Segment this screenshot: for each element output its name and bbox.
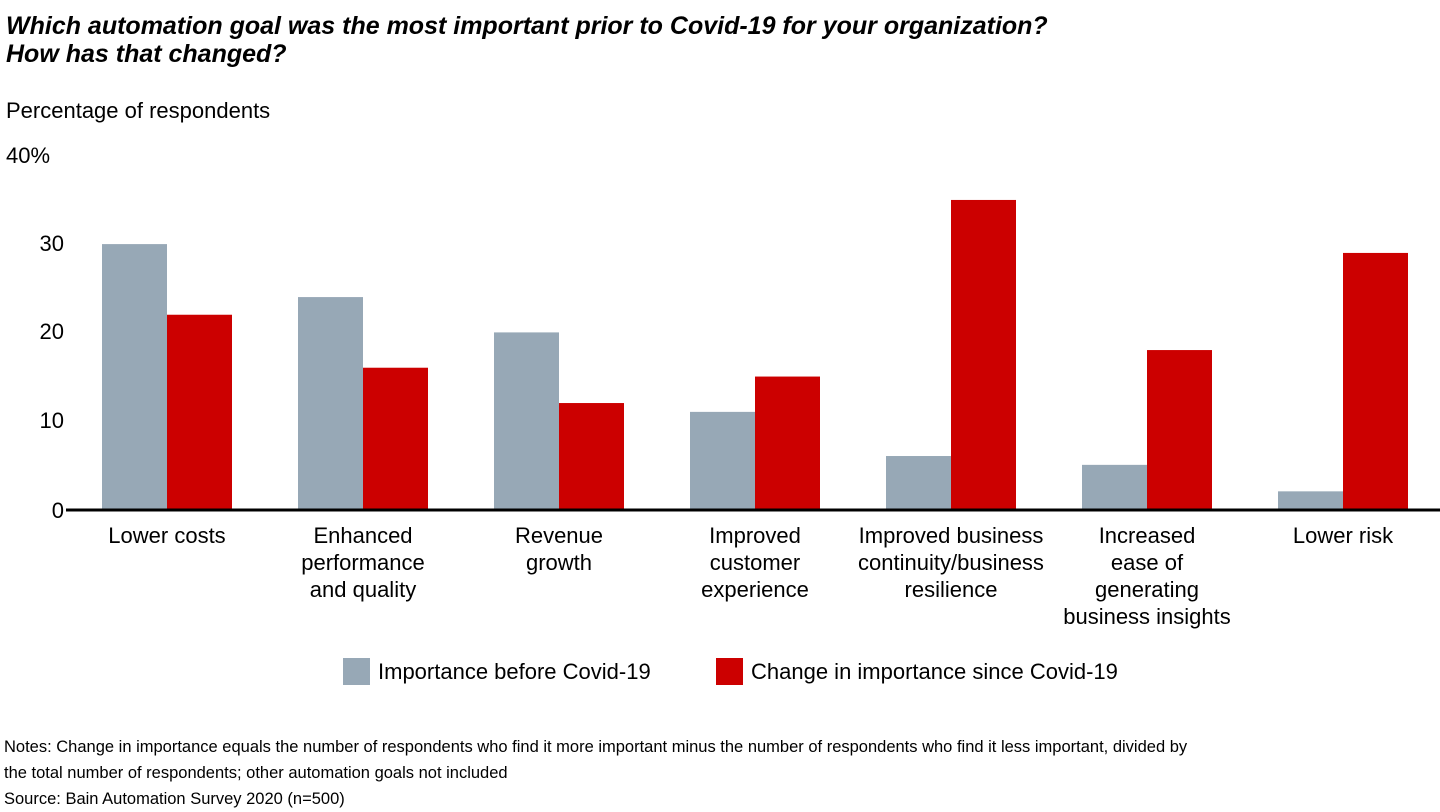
- x-category-label-line: and quality: [309, 577, 417, 602]
- legend-label-before: Importance before Covid-19: [378, 658, 651, 684]
- x-category-label-line: business insights: [1063, 604, 1231, 629]
- legend-swatch-before: [343, 658, 370, 685]
- bar-before-0: [102, 244, 167, 509]
- x-category-label-line: growth: [525, 550, 593, 575]
- x-category-label: Improved business continuity/business resi…: [853, 522, 1049, 603]
- notes-line-1: Notes: Change in importance equals the n…: [4, 738, 1188, 756]
- legend-item-change: Change in importance since Covid-19: [716, 658, 1118, 685]
- x-category-label-line: Enhanced: [313, 523, 413, 548]
- x-category-label: Lower risk: [1245, 522, 1440, 549]
- x-category-label-line: continuity/business: [858, 550, 1044, 575]
- x-category-label-line: experience: [701, 577, 809, 602]
- x-category-label: Improved customer experience: [657, 522, 853, 603]
- legend-item-before: Importance before Covid-19: [343, 658, 651, 685]
- notes-line-2: the total number of respondents; other a…: [4, 764, 508, 782]
- bar-before-1: [298, 297, 363, 509]
- legend-label-change: Change in importance since Covid-19: [751, 658, 1118, 684]
- y-tick-label: 20: [39, 319, 64, 345]
- x-category-label: Enhanced performance and quality: [265, 522, 461, 603]
- notes: Notes: Change in importance equals the n…: [4, 734, 1440, 812]
- x-category-label-line: ease of: [1110, 550, 1184, 575]
- x-category-label-line: performance: [301, 550, 425, 575]
- source-line: Source: Bain Automation Survey 2020 (n=5…: [4, 790, 345, 808]
- bar-change-0: [167, 314, 232, 509]
- bar-before-6: [1278, 491, 1343, 509]
- x-category-label-line: generating: [1095, 577, 1199, 602]
- bar-change-1: [363, 367, 428, 509]
- bar-change-3: [755, 376, 820, 509]
- y-tick-label: 0: [51, 498, 64, 523]
- bar-before-5: [1082, 464, 1147, 509]
- bar-change-6: [1343, 252, 1408, 509]
- chart-title: Which automation goal was the most impor…: [6, 12, 1048, 68]
- title-line-2: How has that changed?: [6, 40, 287, 68]
- x-category-label: Increased ease of generating business insig…: [1049, 522, 1245, 630]
- x-category-label-line: Improved business: [858, 523, 1044, 548]
- x-category-label-line: Increased: [1098, 523, 1196, 548]
- x-category-label-line: resilience: [904, 577, 998, 602]
- x-category-label-line: Revenue: [514, 523, 604, 548]
- y-axis-label: Percentage of respondents: [6, 98, 271, 123]
- x-category-label-line: customer: [709, 550, 801, 575]
- bar-before-2: [494, 332, 559, 509]
- bar-change-5: [1147, 350, 1212, 509]
- x-category-label-line: Improved: [709, 523, 801, 548]
- y-tick-label: 30: [39, 231, 64, 257]
- bar-before-3: [690, 411, 755, 509]
- x-category-label: Lower costs: [69, 522, 265, 549]
- bar-change-4: [951, 199, 1016, 509]
- y-tick-label: 10: [39, 407, 64, 433]
- bar-change-2: [559, 403, 624, 509]
- x-category-label-line: Lower risk: [1292, 523, 1394, 548]
- bar-before-4: [886, 456, 951, 509]
- legend-swatch-change: [716, 658, 743, 685]
- x-category-label: Revenue growth: [461, 522, 657, 576]
- y-tick-label: 40%: [6, 142, 51, 168]
- x-category-label-line: Lower costs: [108, 523, 226, 548]
- title-line-1: Which automation goal was the most impor…: [6, 12, 1048, 40]
